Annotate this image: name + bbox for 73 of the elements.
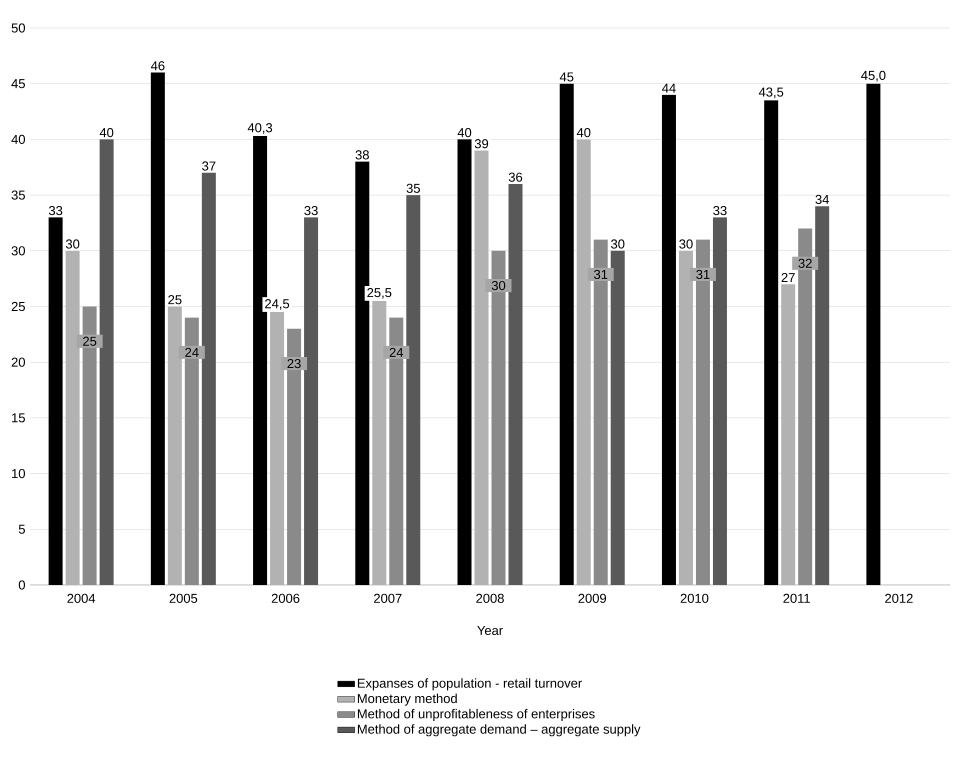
y-tick-label: 35 <box>12 190 25 200</box>
x-tick-label: 2011 <box>783 594 810 603</box>
bar <box>48 217 63 585</box>
data-label: 38 <box>356 150 369 160</box>
data-label: 30 <box>66 239 80 249</box>
y-tick-label: 20 <box>12 358 25 367</box>
data-label: 31 <box>696 270 710 280</box>
bar <box>202 172 216 585</box>
bar <box>560 84 574 585</box>
y-tick-label: 50 <box>12 23 25 33</box>
legend-label: Expanses of population - retail turnover <box>358 678 582 690</box>
data-label: 35 <box>406 184 420 193</box>
data-label: 39 <box>474 139 488 148</box>
y-tick-label: 0 <box>18 580 25 590</box>
bar <box>712 217 727 585</box>
data-label: 25,5 <box>367 288 392 299</box>
data-label: 30 <box>492 280 506 290</box>
data-label: 46 <box>150 61 164 70</box>
legend-label: Method of aggregate demand – aggregate supply <box>358 724 640 736</box>
data-label: 24,5 <box>265 299 290 310</box>
data-label: 33 <box>713 206 727 216</box>
data-label: 25 <box>168 295 182 304</box>
data-label: 34 <box>815 194 829 204</box>
data-label: 40 <box>100 128 114 138</box>
data-label: 40,3 <box>248 123 272 134</box>
x-tick-label: 2008 <box>476 594 504 603</box>
bar <box>458 139 472 585</box>
bar <box>764 100 778 585</box>
x-tick-label: 2007 <box>374 594 402 603</box>
data-label: 31 <box>594 270 608 280</box>
data-label: 33 <box>48 206 62 216</box>
bar <box>610 250 625 585</box>
data-label: 44 <box>662 84 676 93</box>
data-label: 45 <box>560 72 574 82</box>
data-label: 30 <box>679 239 693 249</box>
data-label: 23 <box>288 358 301 368</box>
y-tick-label: 25 <box>12 302 25 312</box>
data-label: 24 <box>390 348 404 357</box>
bar <box>150 72 165 585</box>
x-tick-label: 2010 <box>680 594 708 603</box>
y-tick-label: 45 <box>11 79 25 88</box>
data-label: 37 <box>202 161 216 171</box>
x-tick-label: 2012 <box>885 594 913 603</box>
data-label: 33 <box>304 206 318 216</box>
x-tick-label: 2006 <box>272 594 300 603</box>
legend-label: Method of unprofitableness of enterprises <box>358 708 595 721</box>
data-label: 40 <box>576 128 590 138</box>
bar <box>815 206 830 585</box>
bar <box>508 184 523 585</box>
data-label: 27 <box>782 272 795 282</box>
y-tick-label: 30 <box>12 246 25 256</box>
bar <box>866 84 880 585</box>
data-label: 43,5 <box>758 87 784 98</box>
y-tick-label: 10 <box>12 469 25 478</box>
legend-label: Monetary method <box>358 694 457 706</box>
y-tick-label: 15 <box>12 413 25 422</box>
data-label: 24 <box>185 348 199 357</box>
bar <box>304 217 318 585</box>
y-tick-label: 5 <box>18 524 25 534</box>
data-label: 45,0 <box>861 70 886 82</box>
data-label: 36 <box>508 172 522 182</box>
x-tick-label: 2004 <box>67 594 96 603</box>
y-tick-label: 40 <box>11 134 25 144</box>
bar <box>662 94 676 585</box>
data-label: 32 <box>798 258 812 268</box>
data-label: 30 <box>611 239 624 249</box>
x-tick-label: 2009 <box>578 594 606 603</box>
x-axis-title: Year <box>477 626 503 636</box>
data-label: 40 <box>458 128 472 138</box>
data-label: 25 <box>83 336 96 346</box>
bar <box>100 139 114 585</box>
bar <box>406 195 420 585</box>
x-tick-label: 2005 <box>170 594 198 603</box>
